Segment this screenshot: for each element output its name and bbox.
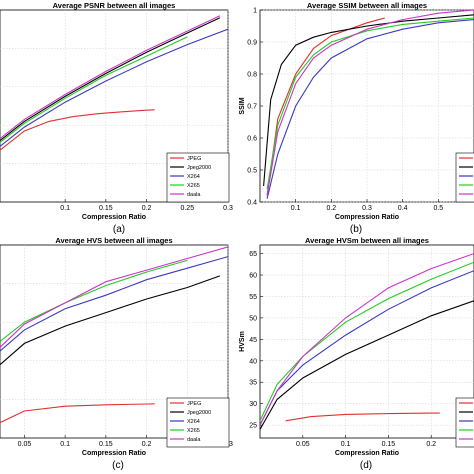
x-tick-label: 0.1 [291,205,301,212]
x-tick-label: 0.3 [223,205,233,212]
x-axis-label: Compression Ratio [82,450,146,457]
x-tick-label: 0.15 [382,441,396,448]
x-tick-label: 0.05 [18,441,32,448]
x-axis-label: Compression Ratio [335,450,399,457]
legend-label: X265 [187,428,200,434]
legend: JPEG Jpeg2000 X264 X265 daala [166,152,230,203]
y-tick-label: 45 [249,337,257,344]
y-tick-label: 60 [249,273,257,280]
x-tick-label: 0.3 [362,205,372,212]
x-tick-label: 0.15 [99,205,113,212]
chart-title: Average SSIM between all images [307,1,427,10]
series-line-jpeg [266,17,385,196]
series-line-x264 [266,19,474,199]
y-tick-label: 0.4 [247,200,257,207]
panel-b: 0.1 0.2 0.3 0.4 0.5 0.4 0.5 0.6 0.7 0.8 0.9 1 Averag… [239,1,474,235]
series-line-jpeg [0,109,155,151]
x-tick-label: 0.2 [142,441,152,448]
series-line-x265 [266,17,474,190]
y-axis-label: SSIM [239,97,246,114]
x-tick-label: 0.4 [398,205,408,212]
x-tick-label: 0.2 [426,441,436,448]
legend-label: X264 [187,174,200,180]
legend-label: Jpeg2000 [187,165,211,171]
legend: JPEG Jpeg2000 X264 X265 daala [166,397,230,448]
series-line-daala [266,10,474,196]
series-line-jpeg [285,412,440,422]
y-tick-label: 0.6 [247,136,257,143]
chart-title: Average PSNR between all images [53,1,176,10]
y-axis-label: HVSm [239,331,246,352]
legend-label: JPEG [187,156,201,162]
legend-box [455,397,474,448]
y-tick-label: 0.5 [247,168,257,175]
x-tick-label: 0.15 [99,441,113,448]
y-tick-label: 1 [253,8,257,15]
panel-d: 0.05 0.1 0.15 0.2 25 30 35 40 45 50 55 60 65 Average … [239,236,474,471]
chart-title: Average HVSm between all images [305,236,429,245]
legend-label: daala [187,437,201,443]
series-group [0,246,228,424]
chart-title: Average HVS between all images [55,236,172,245]
x-tick-label: 0.2 [142,205,152,212]
series-line-jpeg2000 [0,275,221,366]
y-tick-label: 25 [249,423,257,430]
panel-a: 0.1 0.15 0.2 0.25 0.3 Average PSNR between al… [0,1,233,235]
y-tick-label: 55 [249,294,257,301]
y-tick-label: 0.7 [247,104,257,111]
y-tick-label: 0.9 [247,40,257,47]
series-group [260,253,474,430]
x-tick-label: 0.1 [60,441,70,448]
series-line-x265 [0,259,188,342]
y-tick-label: 50 [249,315,257,322]
legend-label: Jpeg2000 [187,410,211,416]
x-axis-label: Compression Ratio [335,214,399,221]
legend-label: X265 [187,183,200,189]
y-tick-label: 65 [249,251,257,258]
panel-label: (d) [360,460,372,471]
series-line-x265 [260,261,474,422]
x-tick-label: 0.05 [296,441,310,448]
series-line-daala [0,15,221,140]
series-line-daala [260,253,474,426]
x-tick-label: 0.2 [326,205,336,212]
series-line-x264 [0,28,228,147]
plot-frame [259,244,474,439]
legend-label: JPEG [187,401,201,407]
series-line-x265 [0,36,188,143]
series-line-jpeg2000 [263,14,474,187]
x-tick-label: 0.1 [341,441,351,448]
series-group [0,15,228,151]
panel-label: (b) [350,224,362,235]
y-tick-label: 30 [249,401,257,408]
series-line-x264 [0,256,228,352]
panel-label: (a) [113,224,125,235]
series-line-jpeg2000 [0,17,221,142]
x-tick-label: 0.25 [180,205,194,212]
legend-label: X264 [187,419,200,425]
series-group [263,10,474,199]
y-tick-label: 40 [249,358,257,365]
series-line-jpeg2000 [260,300,474,430]
series-line-daala [0,246,228,348]
panel-label: (c) [112,460,124,471]
series-line-jpeg [0,403,155,424]
x-axis-label: Compression Ratio [82,214,146,221]
legend-label: daala [187,192,201,198]
y-tick-label: 0.8 [247,72,257,79]
legend-box [455,152,474,203]
x-tick-label: 0.5 [433,205,443,212]
x-tick-label: 0.1 [60,205,70,212]
y-tick-label: 35 [249,380,257,387]
